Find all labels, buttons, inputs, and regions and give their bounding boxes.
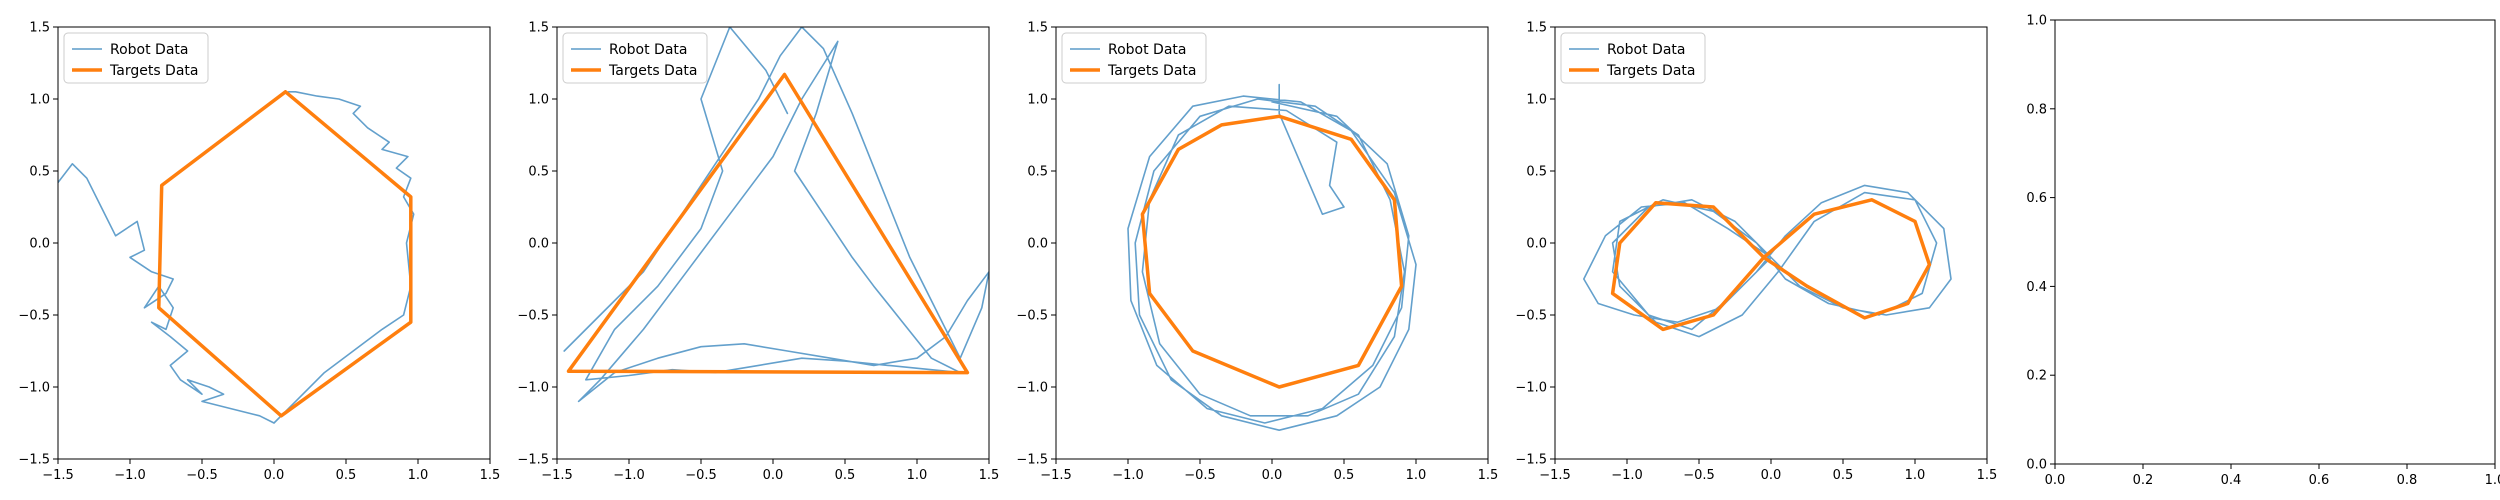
x-tick-label: 1.0 bbox=[1905, 468, 1926, 483]
y-tick-label: 1.5 bbox=[29, 21, 50, 36]
chart-panel-1: −1.5 −1.0 −0.5 0.0 0.5 1.0 1.5 −1.5 −1.0 −0.5 0.0 0… bbox=[18, 21, 500, 484]
legend-label: Robot Data bbox=[609, 42, 687, 58]
y-tick-label: −1.5 bbox=[1016, 453, 1048, 468]
y-tick-label: −0.5 bbox=[517, 309, 549, 324]
y-tick-label: −1.5 bbox=[1515, 453, 1547, 468]
legend-label: Robot Data bbox=[1607, 42, 1685, 58]
legend: Robot Data Targets Data bbox=[1560, 32, 1706, 84]
legend-label: Robot Data bbox=[1108, 42, 1186, 58]
robot-data-line-1 bbox=[58, 91, 415, 424]
y-tick-label: 0.5 bbox=[29, 165, 50, 180]
axes-frame bbox=[57, 26, 491, 460]
x-tick-label: 0.8 bbox=[2397, 473, 2418, 488]
y-tick-label: −1.0 bbox=[517, 381, 549, 396]
y-tick-label: 1.0 bbox=[1027, 93, 1048, 108]
y-tick-label: 1.5 bbox=[1526, 21, 1547, 36]
y-tick-label: −1.0 bbox=[1515, 381, 1547, 396]
x-tick-label: 0.5 bbox=[1334, 468, 1355, 483]
x-tick-label: −1.5 bbox=[1539, 468, 1571, 483]
x-tick-label: 0.2 bbox=[2133, 473, 2154, 488]
x-tick-label: 0.0 bbox=[264, 468, 285, 483]
x-tick-label: −0.5 bbox=[186, 468, 218, 483]
y-tick-label: −1.0 bbox=[18, 381, 50, 396]
x-tick-label: 0.5 bbox=[336, 468, 357, 483]
targets-data-line-4 bbox=[1610, 198, 1932, 332]
y-tick-label: 0.4 bbox=[2026, 280, 2047, 295]
y-tick-label: 0.5 bbox=[1526, 165, 1547, 180]
y-tick-label: −1.5 bbox=[18, 453, 50, 468]
y-tick-label: 1.0 bbox=[2026, 14, 2047, 29]
x-tick-label: −0.5 bbox=[1683, 468, 1715, 483]
x-tick-label: −1.5 bbox=[42, 468, 74, 483]
x-tick-label: −0.5 bbox=[685, 468, 717, 483]
legend-label: Targets Data bbox=[109, 63, 198, 79]
legend-label: Targets Data bbox=[1606, 63, 1695, 79]
y-tick-label: −1.0 bbox=[1016, 381, 1048, 396]
x-tick-label: 0.0 bbox=[1262, 468, 1283, 483]
targets-data-line-3 bbox=[1140, 114, 1404, 389]
y-tick-label: 0.2 bbox=[2026, 369, 2047, 384]
legend: Robot Data Targets Data bbox=[1061, 32, 1207, 84]
y-tick-label: 0.0 bbox=[1526, 237, 1547, 252]
y-tick-label: 1.0 bbox=[1526, 93, 1547, 108]
legend: Robot Data Targets Data bbox=[562, 32, 708, 84]
legend-label: Robot Data bbox=[110, 42, 188, 58]
y-tick-label: −1.5 bbox=[517, 453, 549, 468]
x-tick-label: −1.0 bbox=[114, 468, 146, 483]
y-tick-label: 1.5 bbox=[1027, 21, 1048, 36]
x-tick-label: 1.5 bbox=[1977, 468, 1998, 483]
x-tick-label: 0.4 bbox=[2221, 473, 2242, 488]
y-tick-label: 0.0 bbox=[29, 237, 50, 252]
y-tick-label: 1.0 bbox=[528, 93, 549, 108]
y-tick-label: 0.0 bbox=[2026, 458, 2047, 473]
y-tick-label: 0.5 bbox=[528, 165, 549, 180]
legend: Robot Data Targets Data bbox=[63, 32, 209, 84]
y-tick-label: −0.5 bbox=[1515, 309, 1547, 324]
legend-label: Targets Data bbox=[1107, 63, 1196, 79]
axes-frame bbox=[1055, 26, 1489, 460]
x-tick-label: 0.0 bbox=[2045, 473, 2066, 488]
x-tick-label: 0.5 bbox=[835, 468, 856, 483]
x-tick-label: 1.0 bbox=[408, 468, 429, 483]
robot-data-line-3 bbox=[1127, 83, 1417, 432]
chart-panel-4: −1.5 −1.0 −0.5 0.0 0.5 1.0 1.5 −1.5 −1.0 −0.5 0.0 0… bbox=[1515, 21, 1997, 484]
chart-panel-5: 0.0 0.2 0.4 0.6 0.8 1.0 0.0 0.2 0.4 0.6 0.8 1.0 bbox=[2026, 14, 2500, 489]
y-tick-label: 1.5 bbox=[528, 21, 549, 36]
axes-frame bbox=[2054, 19, 2496, 465]
y-tick-label: 0.0 bbox=[528, 237, 549, 252]
chart-panel-2: −1.5 −1.0 −0.5 0.0 0.5 1.0 1.5 −1.5 −1.0 −0.5 0.0 0… bbox=[517, 21, 999, 484]
y-tick-label: 0.0 bbox=[1027, 237, 1048, 252]
x-tick-label: −1.0 bbox=[1611, 468, 1643, 483]
x-tick-label: 0.0 bbox=[763, 468, 784, 483]
targets-data-line-1 bbox=[157, 90, 413, 418]
x-tick-label: 0.0 bbox=[1761, 468, 1782, 483]
chart-panel-3: −1.5 −1.0 −0.5 0.0 0.5 1.0 1.5 −1.5 −1.0 −0.5 0.0 0… bbox=[1016, 21, 1498, 484]
x-tick-label: −1.0 bbox=[613, 468, 645, 483]
x-tick-label: −1.5 bbox=[1040, 468, 1072, 483]
x-tick-label: 0.6 bbox=[2309, 473, 2330, 488]
y-tick-label: 0.5 bbox=[1027, 165, 1048, 180]
y-tick-label: −0.5 bbox=[18, 309, 50, 324]
x-tick-label: 1.5 bbox=[1478, 468, 1499, 483]
x-tick-label: 1.0 bbox=[2485, 473, 2500, 488]
legend-label: Targets Data bbox=[608, 63, 697, 79]
targets-data-line-2 bbox=[566, 72, 970, 375]
x-tick-label: −0.5 bbox=[1184, 468, 1216, 483]
y-tick-label: 1.0 bbox=[29, 93, 50, 108]
x-tick-label: 0.5 bbox=[1833, 468, 1854, 483]
x-tick-label: −1.5 bbox=[541, 468, 573, 483]
x-tick-label: 1.5 bbox=[979, 468, 1000, 483]
y-tick-label: 0.8 bbox=[2026, 102, 2047, 117]
y-tick-label: −0.5 bbox=[1016, 309, 1048, 324]
x-tick-label: 1.5 bbox=[480, 468, 501, 483]
y-tick-label: 0.6 bbox=[2026, 191, 2047, 206]
x-tick-label: 1.0 bbox=[907, 468, 928, 483]
x-tick-label: 1.0 bbox=[1406, 468, 1427, 483]
x-tick-label: −1.0 bbox=[1112, 468, 1144, 483]
